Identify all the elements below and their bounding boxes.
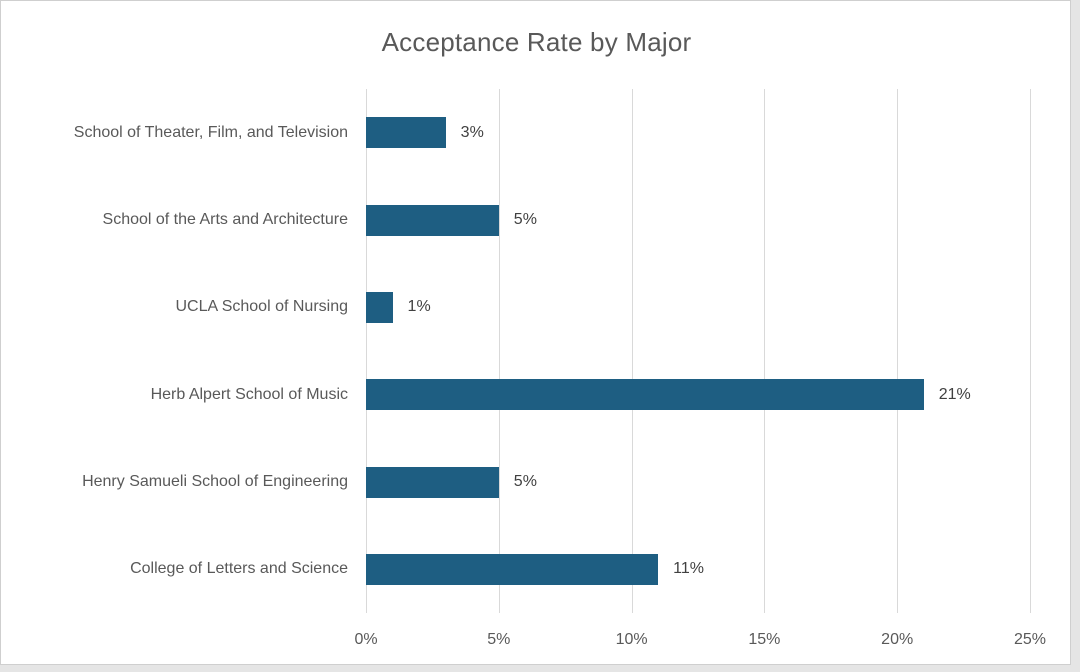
gridline [366, 89, 367, 613]
gridline [764, 89, 766, 613]
value-label: 5% [513, 473, 537, 490]
gridline [897, 89, 899, 613]
category-label: School of the Arts and Architecture [102, 211, 348, 228]
value-label: 3% [460, 123, 484, 141]
bar [366, 204, 499, 236]
gridline [631, 89, 633, 613]
x-axis-tick-label: 5% [487, 631, 511, 648]
category-label: UCLA School of Nursing [175, 298, 348, 316]
bar [366, 117, 446, 149]
value-label: 11% [673, 560, 704, 578]
gridline [1030, 89, 1031, 613]
x-axis-tick-label: 25% [1013, 631, 1047, 648]
category-label: College of Letters and Science [130, 560, 348, 578]
value-label: 1% [407, 298, 431, 316]
bar [366, 553, 659, 585]
x-axis-tick-label: 10% [615, 631, 648, 648]
category-label: School of Theater, Film, and Television [73, 123, 348, 141]
x-axis-tick-label: 0% [354, 631, 378, 648]
category-label: Henry Samueli School of Engineering [82, 473, 348, 490]
gridline [498, 89, 500, 613]
bar [366, 466, 499, 498]
bar [366, 291, 393, 323]
value-label: 5% [513, 211, 537, 228]
x-axis-tick-label: 20% [881, 631, 914, 648]
value-label: 21% [938, 385, 971, 403]
chart-title: Acceptance Rate by Major [381, 27, 692, 57]
category-label: Herb Alpert School of Music [150, 385, 348, 403]
x-axis-tick-label: 15% [748, 631, 781, 648]
bar [366, 379, 924, 411]
